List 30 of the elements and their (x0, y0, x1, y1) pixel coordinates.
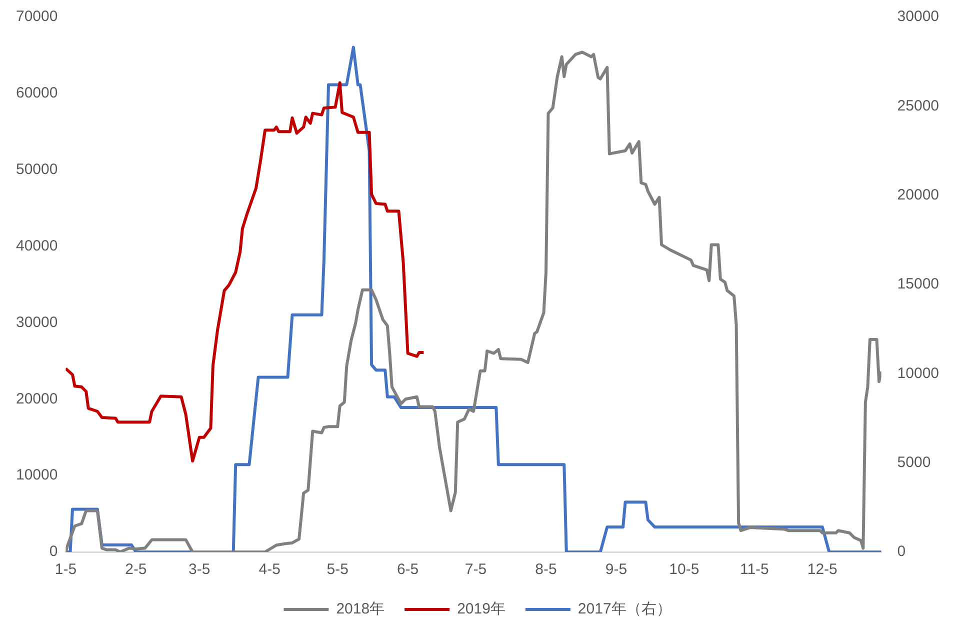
y-tick-label: 70000 (16, 8, 58, 26)
x-tick-label: 9-5 (605, 561, 628, 578)
legend-label: 2017年（右） (578, 600, 672, 618)
x-tick-label: 4-5 (258, 561, 280, 578)
x-tick-label: 7-5 (464, 561, 487, 578)
y2-tick-label: 5000 (897, 454, 931, 471)
x-tick-label: 12-5 (807, 561, 838, 578)
legend-label: 2018年 (336, 600, 385, 618)
x-tick-label: 5-5 (326, 561, 348, 578)
x-tick-label: 3-5 (188, 561, 210, 578)
y2-tick-label: 10000 (897, 364, 940, 382)
x-tick-label: 8-5 (535, 561, 557, 578)
y-tick-label: 20000 (16, 390, 58, 408)
legend-label: 2019年 (457, 600, 506, 618)
x-tick-label: 2-5 (125, 561, 147, 578)
x-tick-label: 11-5 (740, 561, 769, 578)
y2-tick-label: 15000 (897, 276, 940, 293)
y2-tick-label: 20000 (897, 186, 940, 204)
y-tick-label: 10000 (16, 466, 58, 484)
x-tick-label: 10-5 (669, 561, 700, 578)
x-tick-label: 6-5 (396, 561, 419, 578)
y-tick-label: 50000 (16, 161, 58, 178)
y-tick-label: 60000 (16, 84, 58, 102)
y-tick-label: 40000 (16, 237, 58, 254)
y2-tick-label: 25000 (897, 97, 940, 114)
x-tick-label: 1-5 (54, 561, 77, 578)
y-tick-label: 30000 (16, 314, 58, 331)
y-tick-label: 0 (49, 543, 58, 560)
y2-tick-label: 30000 (897, 8, 940, 26)
y2-tick-label: 0 (897, 543, 906, 560)
